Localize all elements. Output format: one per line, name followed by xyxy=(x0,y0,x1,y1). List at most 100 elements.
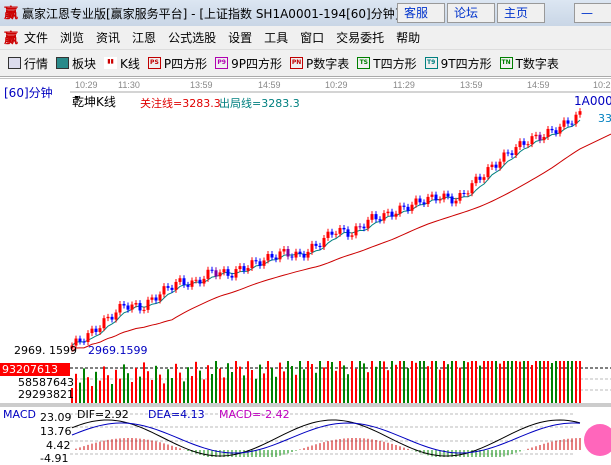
volume-bar xyxy=(295,374,297,403)
candle xyxy=(430,194,434,197)
toolbar-item-2[interactable]: ▮▮ K线 xyxy=(104,55,140,72)
volume-bar xyxy=(95,371,97,403)
menu-formula[interactable]: 公式选股 xyxy=(168,31,217,45)
volume-bar xyxy=(499,363,501,403)
time-label: 11:30 xyxy=(118,80,140,90)
volume-bar xyxy=(99,380,101,403)
minimize-button[interactable]: — xyxy=(574,3,611,23)
volume-bar xyxy=(331,362,333,403)
volume-bar xyxy=(439,369,441,403)
menu-browse[interactable]: 浏览 xyxy=(60,31,85,45)
menu-trade[interactable]: 交易委托 xyxy=(336,31,385,45)
volume-bar xyxy=(431,361,433,403)
volume-bar xyxy=(263,373,265,403)
menu-gann[interactable]: 江恩 xyxy=(132,31,157,45)
candle xyxy=(122,303,126,306)
candle xyxy=(102,318,106,329)
volume-bar xyxy=(375,366,377,403)
candle xyxy=(182,278,186,285)
menu-file[interactable]: 文件 xyxy=(24,31,49,45)
low-price-label: 2969.1599 xyxy=(88,344,148,357)
candle xyxy=(538,134,542,141)
volume-bar xyxy=(539,361,541,403)
candle xyxy=(118,303,122,313)
period-label: [60]分钟 xyxy=(4,86,53,100)
candle xyxy=(278,251,282,260)
macd-axis-3: 4.42 xyxy=(46,439,71,452)
pane-splitter xyxy=(0,403,611,407)
volume-bar xyxy=(571,361,573,403)
candle xyxy=(406,206,410,211)
candle xyxy=(458,193,462,201)
volume-bar xyxy=(111,384,113,403)
homepage-button[interactable]: 主页 xyxy=(497,3,545,23)
volume-bar xyxy=(515,361,517,403)
volume-bar xyxy=(475,361,477,403)
candle xyxy=(94,328,98,332)
volume-bar xyxy=(127,373,129,403)
service-button[interactable]: 客服 xyxy=(397,3,445,23)
ts-icon: TS xyxy=(357,57,371,69)
volume-bar xyxy=(455,361,457,403)
toolbar-item-5[interactable]: PN P数字表 xyxy=(290,55,349,72)
volume-bar xyxy=(207,365,209,403)
toolbar-item-7[interactable]: T9 9T四方形 xyxy=(424,55,492,72)
volume-axis-low: 29293821 xyxy=(18,388,74,401)
volume-bar xyxy=(279,362,281,403)
volume-bar xyxy=(175,363,177,403)
volume-bar xyxy=(419,361,421,403)
volume-bar xyxy=(523,361,525,403)
candle xyxy=(530,136,534,145)
volume-bar xyxy=(371,361,373,403)
menu-tools[interactable]: 工具 xyxy=(264,31,289,45)
candle xyxy=(170,287,174,290)
menu-settings[interactable]: 设置 xyxy=(228,31,253,45)
candle xyxy=(546,128,550,138)
menu-logo: 赢 xyxy=(4,30,18,47)
volume-bar xyxy=(531,365,533,403)
toolbar-item-4[interactable]: P9 9P四方形 xyxy=(215,55,282,72)
candle xyxy=(518,141,522,148)
toolbar-item-0[interactable]: 行情 xyxy=(8,55,48,72)
menu-bar: 赢 文件 浏览 资讯 江恩 公式选股 设置 工具 窗口 交易委托 帮助 xyxy=(0,26,611,50)
forum-button[interactable]: 论坛 xyxy=(447,3,495,23)
toolbar-item-1[interactable]: 板块 xyxy=(56,55,96,72)
candle xyxy=(418,198,422,203)
candle xyxy=(462,193,466,195)
candle xyxy=(398,205,402,214)
volume-bar xyxy=(511,361,513,403)
toolbar-item-6[interactable]: TS T四方形 xyxy=(357,55,417,72)
candle xyxy=(246,268,250,271)
low-axis-label: 2969. 1599 xyxy=(14,344,77,357)
volume-bar xyxy=(343,365,345,403)
volume-bar xyxy=(415,362,417,403)
volume-bar xyxy=(303,369,305,403)
candle xyxy=(262,260,266,266)
volume-bar xyxy=(307,361,309,403)
volume-bar xyxy=(359,361,361,403)
exit-line-value: 出局线=3283.3 xyxy=(219,97,300,110)
candle xyxy=(414,198,418,205)
toolbar-item-8[interactable]: TN T数字表 xyxy=(499,55,559,72)
candle xyxy=(162,286,166,295)
candle xyxy=(270,253,274,258)
toolbar-label: K线 xyxy=(120,56,140,71)
time-label: 11:29 xyxy=(393,80,415,90)
kline-chart[interactable]: 10:29 11:30 13:59 14:59 10:29 11:29 13:59 14:59… xyxy=(0,78,611,457)
candle xyxy=(186,284,190,287)
candle xyxy=(486,167,490,178)
candle xyxy=(98,328,102,332)
menu-help[interactable]: 帮助 xyxy=(396,31,421,45)
volume-bar xyxy=(243,375,245,403)
menu-info[interactable]: 资讯 xyxy=(96,31,121,45)
candle xyxy=(298,251,302,254)
candle xyxy=(322,237,326,248)
volume-bar xyxy=(219,368,221,403)
menu-window[interactable]: 窗口 xyxy=(300,31,325,45)
volume-bar xyxy=(75,373,77,403)
time-label: 13:59 xyxy=(190,80,213,90)
volume-bar xyxy=(543,361,545,403)
candle xyxy=(158,294,162,301)
candle xyxy=(166,286,170,288)
toolbar-item-3[interactable]: PS P四方形 xyxy=(147,55,207,72)
